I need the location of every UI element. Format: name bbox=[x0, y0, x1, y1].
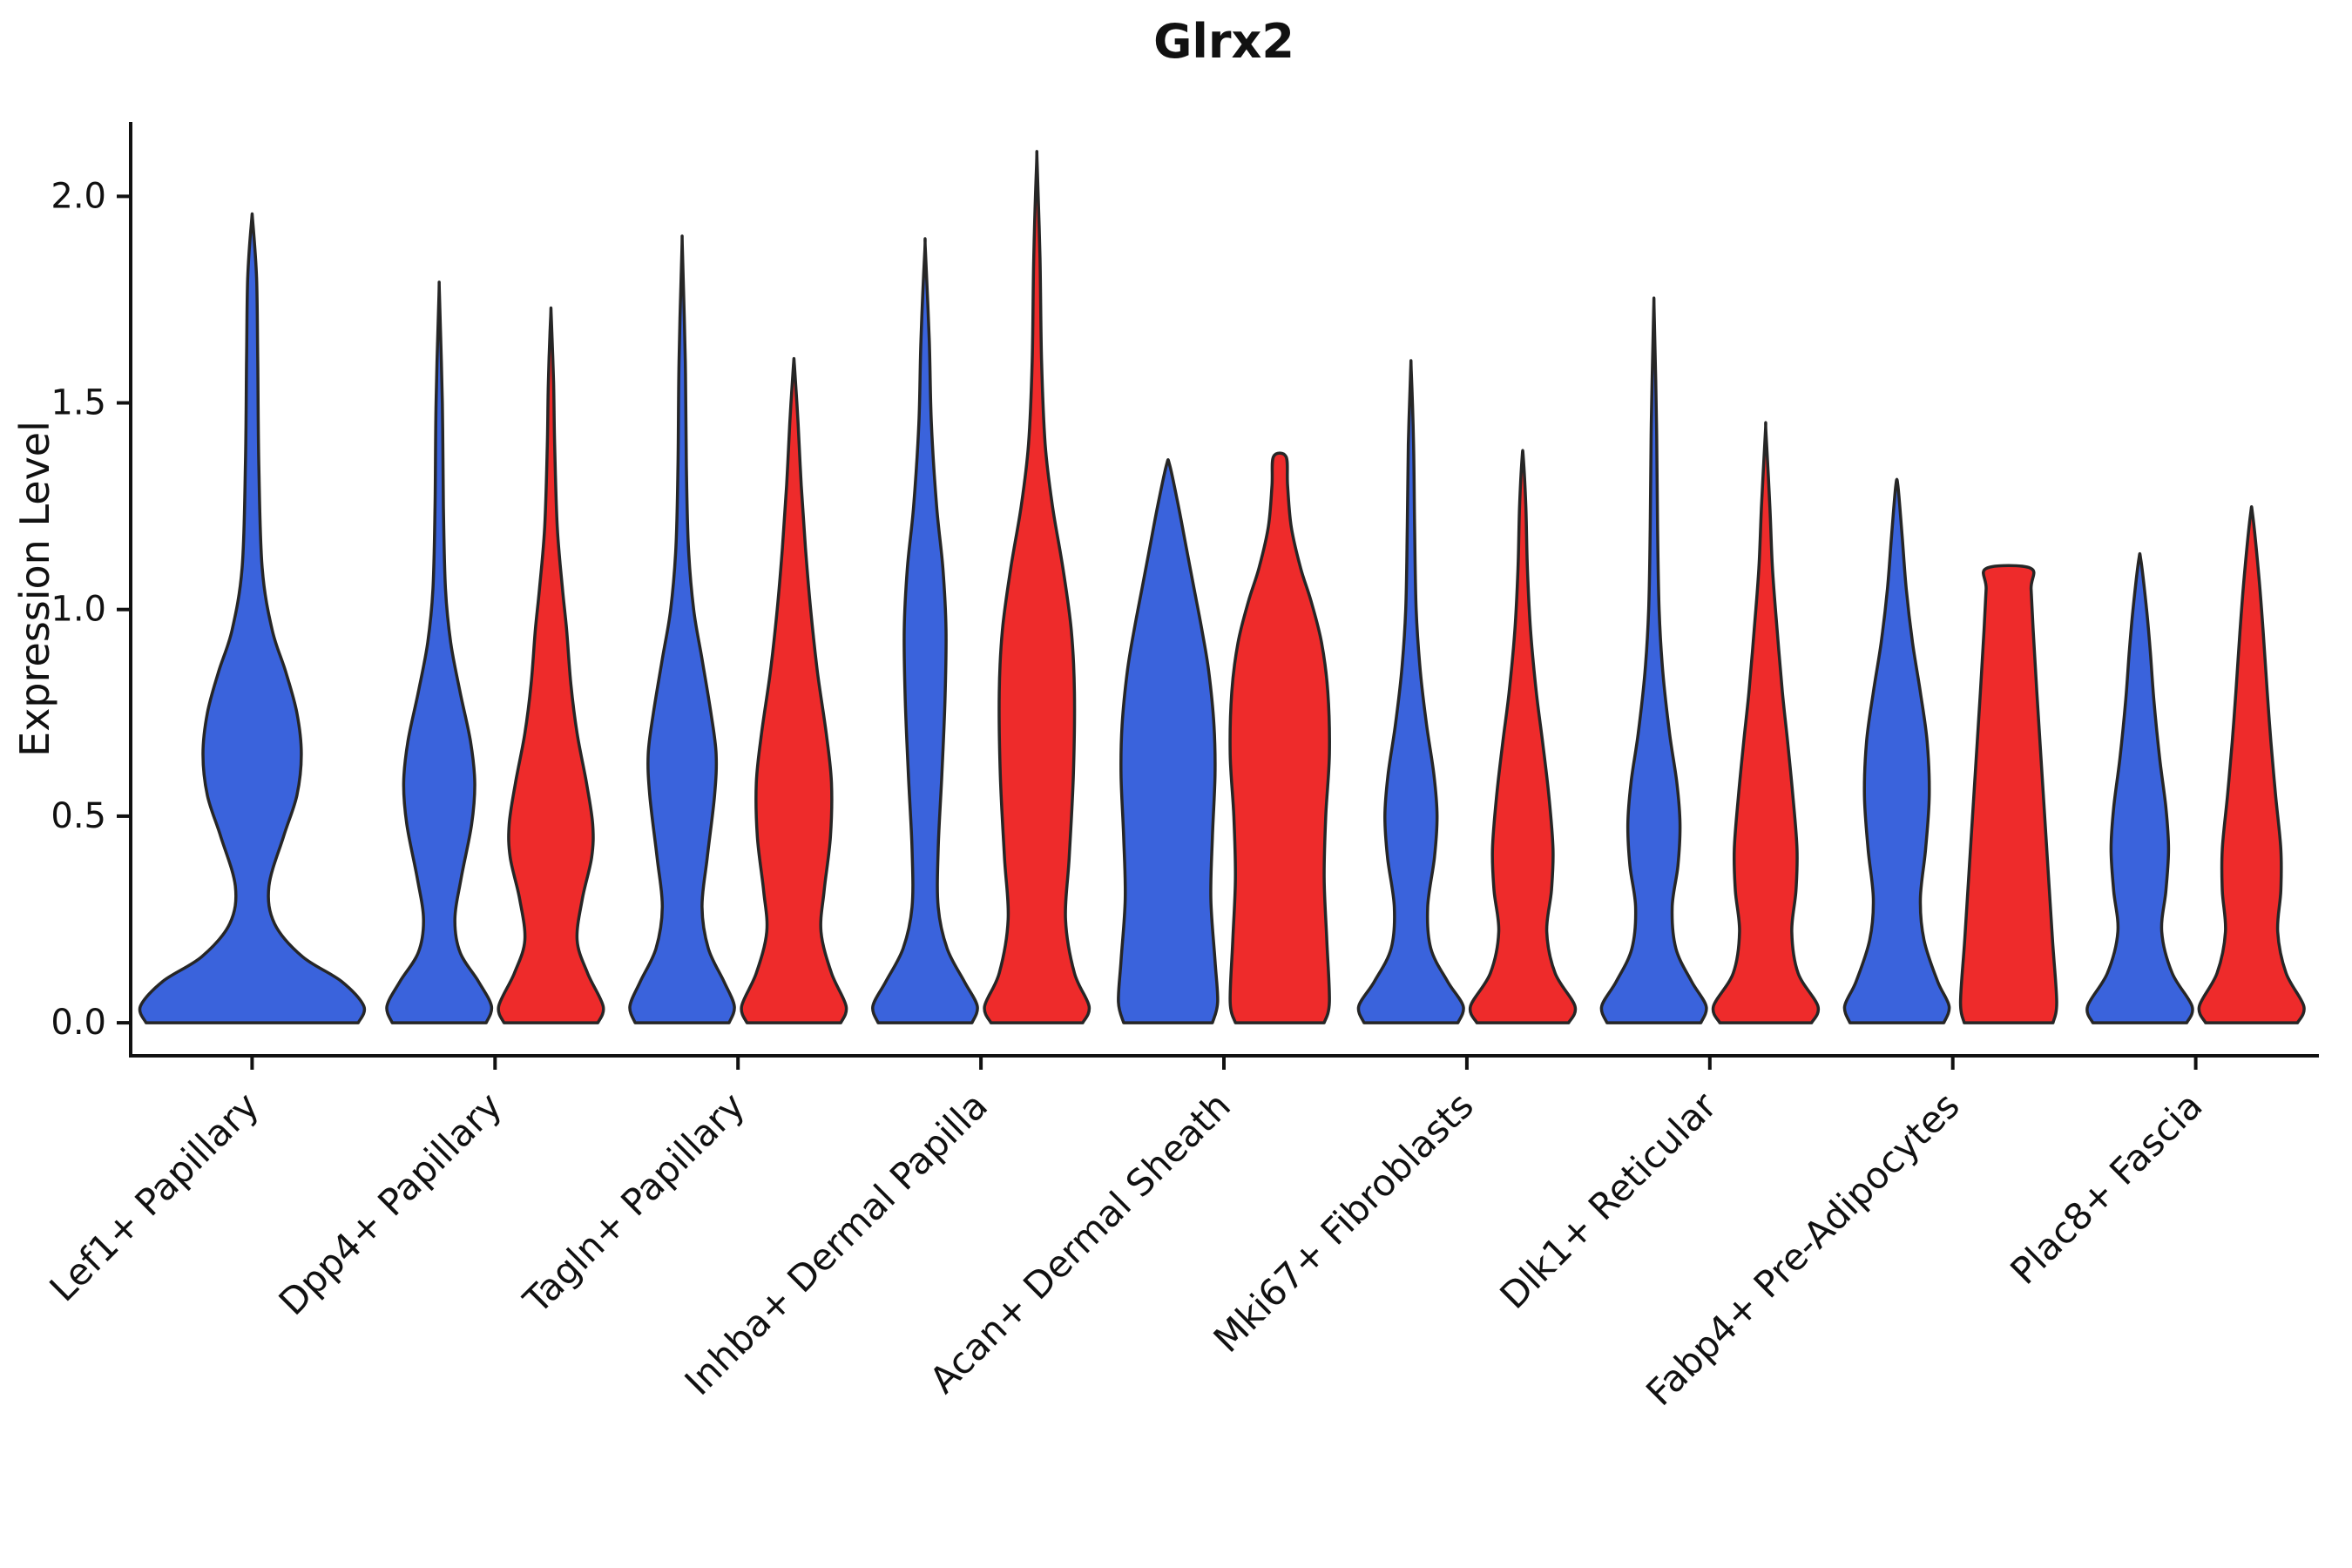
x-tick-label: Mki67+ Fibroblasts bbox=[1205, 1084, 1481, 1360]
violin-blue-dlk1-reticular bbox=[1599, 296, 1708, 1024]
violin-blue-mki67-fibroblasts bbox=[1356, 359, 1465, 1024]
chart-title: Glrx2 bbox=[1153, 14, 1294, 69]
violin-blue-inhba-dermal-papilla bbox=[871, 237, 979, 1024]
violins-layer bbox=[138, 150, 2306, 1024]
y-tick-label: 2.0 bbox=[51, 176, 106, 216]
violin-red-plac8-fascia bbox=[2197, 505, 2306, 1024]
y-tick-label: 0.5 bbox=[51, 796, 106, 836]
violin-red-acan-dermal-sheath bbox=[1228, 451, 1331, 1024]
violin-red-mki67-fibroblasts bbox=[1468, 449, 1578, 1024]
violin-blue-acan-dermal-sheath bbox=[1117, 458, 1220, 1024]
x-tick-label: Dpp4+ Papillary bbox=[271, 1084, 510, 1323]
violin-red-tagln-papillary bbox=[740, 356, 848, 1024]
y-tick-label: 0.0 bbox=[51, 1003, 106, 1043]
violin-red-inhba-dermal-papilla bbox=[983, 150, 1092, 1024]
x-axis-ticks: Lef1+ Papillary Dpp4+ Papillary Tagln+ Pap… bbox=[41, 1056, 2211, 1414]
y-tick-label: 1.5 bbox=[51, 383, 106, 423]
y-tick-label: 1.0 bbox=[51, 590, 106, 630]
x-tick-label: Plac8+ Fascia bbox=[2002, 1084, 2210, 1292]
violin-red-dlk1-reticular bbox=[1711, 421, 1821, 1024]
x-tick-label: Dlk1+ Reticular bbox=[1491, 1084, 1725, 1317]
x-tick-label: Tagln+ Papillary bbox=[515, 1084, 753, 1321]
violin-blue-dpp4-papillary bbox=[385, 280, 494, 1024]
y-axis-label: Expression Level bbox=[11, 421, 58, 757]
violin-blue-fabp4-pre-adipocytes bbox=[1842, 477, 1951, 1024]
y-axis-ticks: 0.0 0.5 1.0 1.5 2.0 bbox=[51, 176, 131, 1043]
violin-red-fabp4-pre-adipocytes bbox=[1958, 564, 2058, 1024]
violin-red-dpp4-papillary bbox=[497, 306, 605, 1024]
violin-blue-tagln-papillary bbox=[628, 234, 736, 1024]
violin-blue-plac8-fascia bbox=[2085, 551, 2194, 1024]
x-tick-label: Lef1+ Papillary bbox=[41, 1084, 267, 1309]
violin-blue-lef1-papillary bbox=[138, 212, 367, 1024]
